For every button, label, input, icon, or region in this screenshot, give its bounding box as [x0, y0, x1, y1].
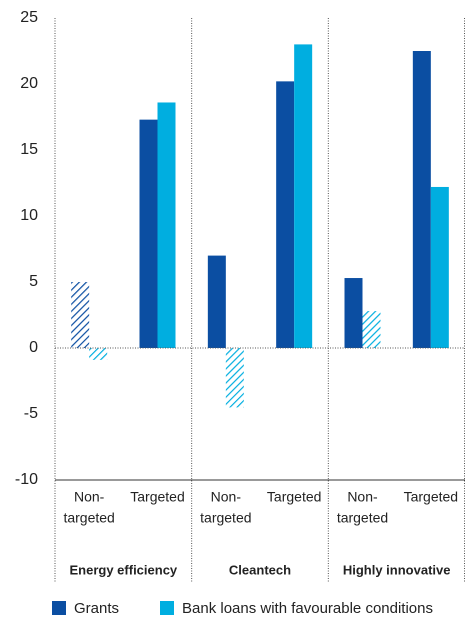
y-tick-label: 15	[20, 141, 38, 158]
y-tick-label: 10	[20, 207, 38, 224]
legend-swatch	[160, 601, 174, 615]
group-label: Energy efficiency	[70, 562, 178, 577]
bar	[362, 311, 381, 348]
y-tick-label: 25	[20, 9, 38, 26]
bar	[225, 348, 244, 408]
x-tick-label: Targeted	[404, 489, 458, 505]
bar	[157, 102, 176, 348]
bar	[344, 278, 363, 348]
bar	[139, 119, 158, 348]
y-tick-label: -10	[15, 471, 38, 488]
x-tick-label: targeted	[337, 510, 388, 526]
x-tick-label: Non-	[347, 489, 378, 505]
x-tick-label: Targeted	[130, 489, 184, 505]
y-tick-label: 0	[29, 339, 38, 356]
bar	[71, 282, 90, 348]
y-tick-label: -5	[24, 405, 38, 422]
bar	[412, 51, 431, 348]
x-tick-label: targeted	[63, 510, 114, 526]
x-tick-label: targeted	[200, 510, 251, 526]
bar	[276, 81, 295, 349]
y-tick-label: 5	[29, 273, 38, 290]
bar	[294, 44, 313, 349]
bar	[430, 186, 449, 348]
legend-label: Grants	[74, 600, 119, 617]
x-tick-label: Targeted	[267, 489, 321, 505]
group-label: Highly innovative	[343, 562, 451, 577]
y-tick-label: 20	[20, 75, 38, 92]
bar	[207, 255, 226, 348]
x-tick-label: Non-	[211, 489, 242, 505]
x-tick-label: Non-	[74, 489, 105, 505]
legend-swatch	[52, 601, 66, 615]
group-label: Cleantech	[229, 562, 291, 577]
bar	[89, 348, 108, 360]
legend-label: Bank loans with favourable conditions	[182, 600, 433, 617]
